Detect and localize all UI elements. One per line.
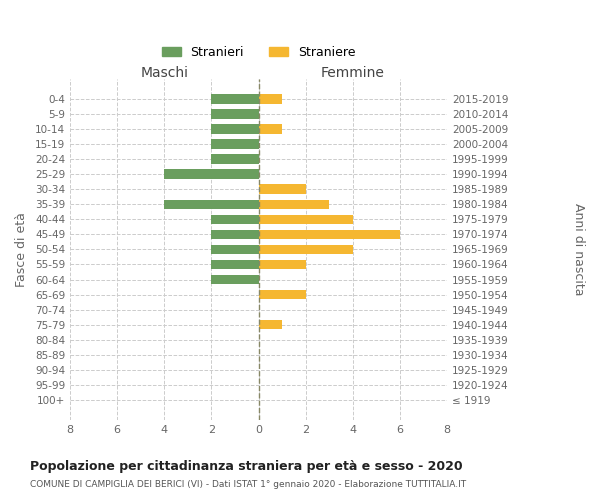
- Bar: [259, 244, 353, 254]
- Bar: [211, 260, 259, 270]
- Bar: [211, 154, 259, 164]
- Bar: [164, 170, 259, 179]
- Text: Maschi: Maschi: [140, 66, 188, 80]
- Bar: [259, 260, 305, 270]
- Bar: [211, 230, 259, 239]
- Bar: [259, 320, 282, 330]
- Text: Popolazione per cittadinanza straniera per età e sesso - 2020: Popolazione per cittadinanza straniera p…: [30, 460, 463, 473]
- Bar: [259, 94, 282, 104]
- Bar: [211, 244, 259, 254]
- Bar: [211, 110, 259, 119]
- Text: COMUNE DI CAMPIGLIA DEI BERICI (VI) - Dati ISTAT 1° gennaio 2020 - Elaborazione : COMUNE DI CAMPIGLIA DEI BERICI (VI) - Da…: [30, 480, 466, 489]
- Bar: [259, 124, 282, 134]
- Bar: [259, 290, 305, 300]
- Text: Femmine: Femmine: [321, 66, 385, 80]
- Bar: [164, 200, 259, 209]
- Bar: [211, 214, 259, 224]
- Bar: [259, 184, 305, 194]
- Y-axis label: Fasce di età: Fasce di età: [15, 212, 28, 287]
- Bar: [259, 230, 400, 239]
- Bar: [211, 274, 259, 284]
- Bar: [211, 140, 259, 149]
- Bar: [259, 200, 329, 209]
- Bar: [211, 94, 259, 104]
- Bar: [211, 124, 259, 134]
- Y-axis label: Anni di nascita: Anni di nascita: [572, 203, 585, 296]
- Legend: Stranieri, Straniere: Stranieri, Straniere: [157, 40, 360, 64]
- Bar: [259, 214, 353, 224]
